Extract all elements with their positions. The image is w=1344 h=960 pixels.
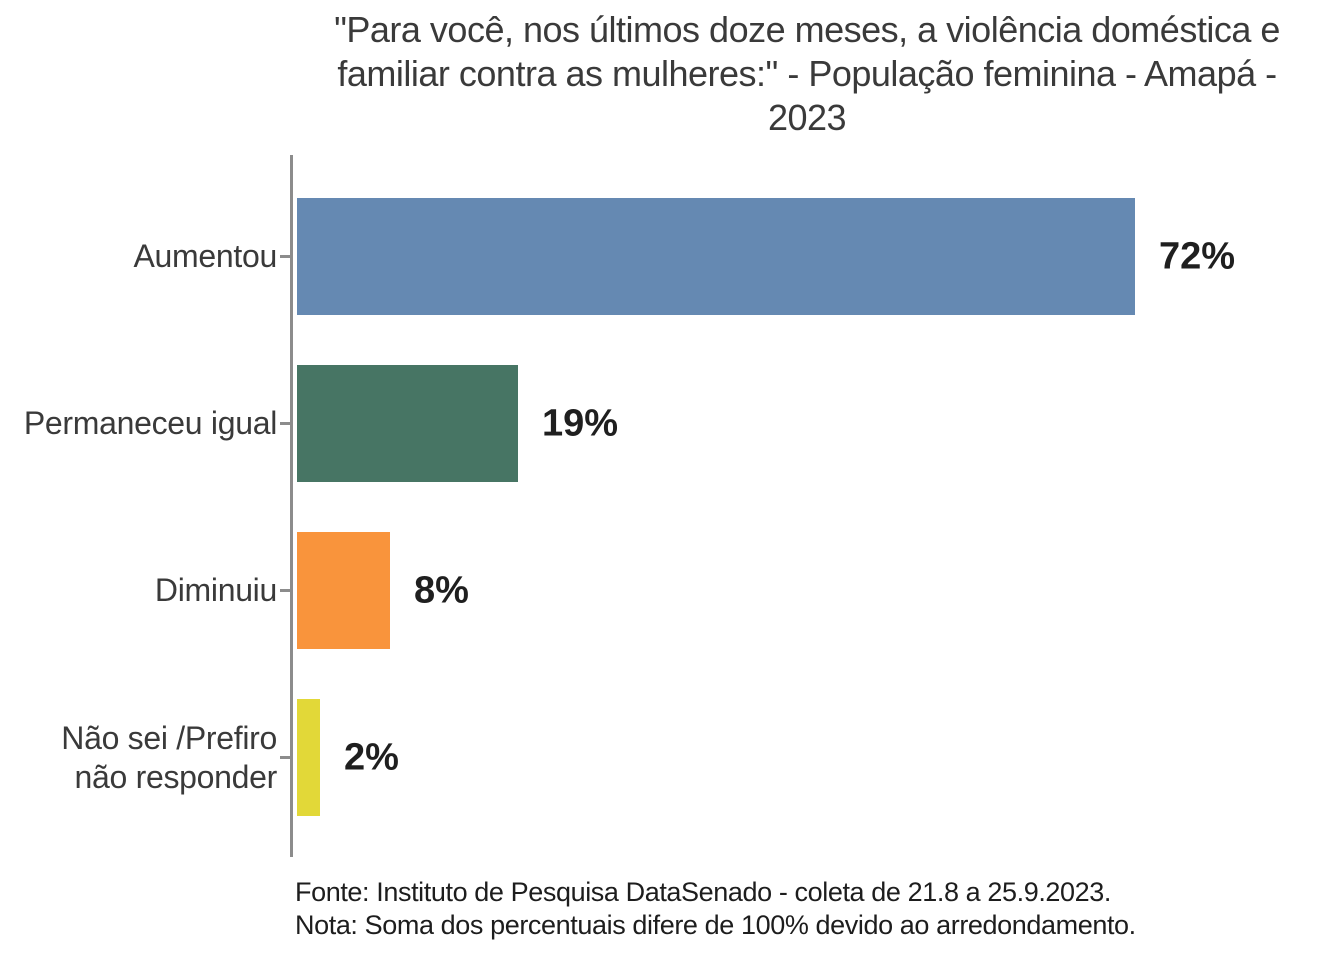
bar-row: Aumentou 72% xyxy=(0,198,1344,315)
bar xyxy=(297,365,518,482)
value-label: 19% xyxy=(542,402,619,444)
footer-notes: Fonte: Instituto de Pesquisa DataSenado … xyxy=(295,876,1136,942)
source-note: Fonte: Instituto de Pesquisa DataSenado … xyxy=(295,877,1111,907)
bar xyxy=(297,699,320,816)
axis-tick xyxy=(280,422,291,425)
rounding-note: Nota: Soma dos percentuais difere de 100… xyxy=(295,910,1136,940)
y-axis-line xyxy=(290,155,293,857)
category-label: Não sei /Prefiro não responder xyxy=(61,719,277,795)
category-label: Aumentou xyxy=(133,238,278,274)
chart-title-line3: 2023 xyxy=(767,97,847,138)
bar-row: Diminuiu 8% xyxy=(0,532,1344,649)
chart-title-line2: familiar contra as mulheres:" - Populaçã… xyxy=(337,53,1277,94)
axis-tick xyxy=(280,756,291,759)
bar xyxy=(297,198,1135,315)
category-label: Diminuiu xyxy=(154,572,277,608)
axis-tick xyxy=(280,255,291,258)
value-label: 72% xyxy=(1159,235,1236,277)
bar xyxy=(297,532,390,649)
chart-title-line1: "Para você, nos últimos doze meses, a vi… xyxy=(334,9,1280,50)
chart-title: "Para você, nos últimos doze meses, a vi… xyxy=(270,8,1344,140)
plot-area: Aumentou 72% Permaneceu igual 19% Diminuiu 8%… xyxy=(0,155,1344,858)
value-label: 2% xyxy=(344,736,399,778)
category-label: Permaneceu igual xyxy=(23,405,277,441)
bar-row: Não sei /Prefiro não responder 2% xyxy=(0,699,1344,816)
axis-tick xyxy=(280,589,291,592)
bar-row: Permaneceu igual 19% xyxy=(0,365,1344,482)
value-label: 8% xyxy=(414,569,469,611)
